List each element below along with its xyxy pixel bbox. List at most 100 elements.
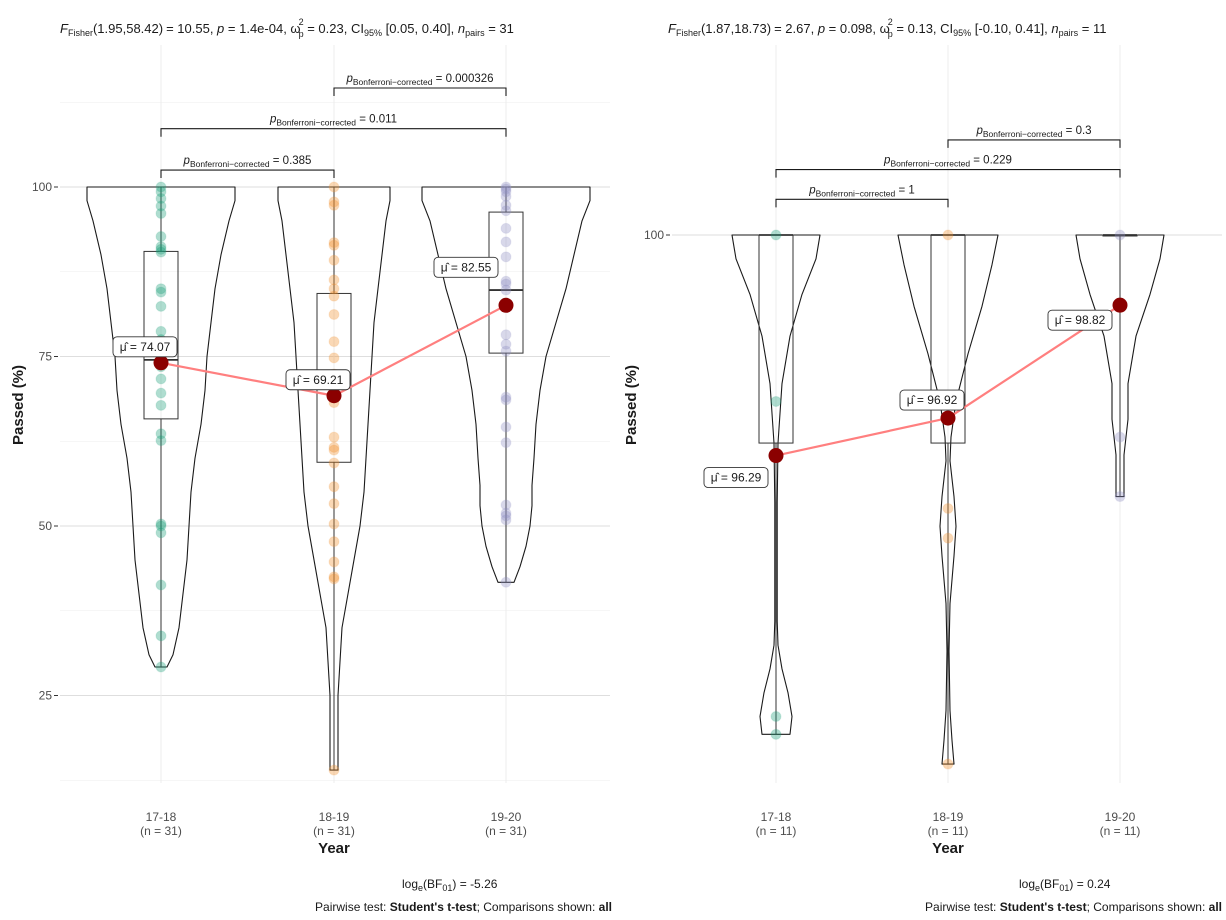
right-comparison-bracket-1 [775, 169, 1121, 178]
left-point-17-18-21 [155, 518, 167, 530]
right-x-tick-label-0: 17-18 [761, 810, 792, 824]
right-mean-label-17-18: μ̂ = 96.29 [703, 467, 769, 488]
panel-right-caption: Pairwise test: Student's t-test; Compari… [925, 900, 1222, 914]
panel-left-x-axis-title: Year [318, 840, 350, 857]
left-point-18-19-2 [328, 199, 340, 211]
right-point-19-20-1 [1114, 431, 1126, 443]
left-point-18-19-17 [328, 444, 340, 456]
left-point-18-19-22 [328, 536, 340, 548]
right-comparison-bracket-0 [775, 198, 949, 208]
left-comparison-bracket-1 [160, 128, 507, 137]
left-point-17-18-17 [155, 387, 167, 399]
right-comparison-label-0: pBonferroni−corrected = 1 [808, 184, 915, 198]
svg-text:μ̂ = 82.55: μ̂ = 82.55 [441, 260, 492, 274]
panel-right-x-ticks: 17-18(n = 11)18-19(n = 11)19-20(n = 11) [756, 810, 1141, 838]
left-point-17-18-8 [155, 246, 167, 258]
left-point-18-19-16 [328, 441, 340, 453]
panel-right-x-axis-title: Year [932, 840, 964, 857]
panel-right-subtitle: FFisher(1.87,18.73) = 2.67, p = 0.098, ω2… [668, 17, 1106, 39]
panel-right-comparisons: pBonferroni−corrected = 1 pBonferroni−cor… [775, 125, 1121, 208]
svg-text:μ̂ = 98.82: μ̂ = 98.82 [1055, 313, 1106, 327]
left-point-17-18-24 [155, 579, 167, 591]
right-point-18-19-2 [942, 532, 954, 544]
left-point-19-20-21 [500, 507, 512, 519]
panel-left-comparisons: pBonferroni−corrected = 0.385 pBonferroni… [160, 73, 507, 179]
left-mean-label-18-19: μ̂ = 69.21 [285, 369, 351, 391]
left-point-19-20-6 [500, 222, 512, 234]
left-point-18-19-6 [328, 274, 340, 286]
right-comparison-label-1: pBonferroni−corrected = 0.229 [883, 155, 1012, 169]
left-point-17-18-10 [155, 286, 167, 298]
left-point-19-20-24 [500, 576, 512, 588]
left-point-18-19-18 [328, 457, 340, 469]
panel-right-boxes [758, 234, 1138, 765]
left-point-17-18-1 [155, 186, 167, 198]
left-x-tick-label-2: 19-20 [491, 810, 522, 824]
left-comparison-bracket-2 [333, 87, 507, 97]
left-mean-connector-0 [160, 361, 335, 397]
right-point-17-18-0 [770, 229, 782, 241]
right-x-tick-n-1: (n = 11) [928, 824, 969, 838]
left-point-17-18-6 [155, 241, 167, 253]
panel-left-caption: Pairwise test: Student's t-test; Compari… [315, 900, 612, 914]
left-point-18-19-0 [328, 181, 340, 193]
right-point-17-18-2 [770, 711, 782, 722]
left-y-tick-label-3: 100 [32, 180, 52, 194]
left-x-tick-n-1: (n = 31) [313, 824, 355, 838]
left-point-19-20-8 [500, 251, 512, 263]
left-point-19-20-1 [500, 183, 512, 195]
left-point-18-19-25 [328, 573, 340, 585]
left-point-18-19-24 [328, 571, 340, 583]
right-point-18-19-0 [942, 229, 954, 241]
panel-left-points [155, 181, 512, 776]
left-point-19-20-18 [500, 421, 512, 433]
left-point-17-18-20 [155, 435, 167, 447]
right-mean-point-19-20 [1112, 297, 1128, 313]
left-point-18-19-3 [328, 237, 340, 249]
left-x-tick-label-0: 17-18 [146, 810, 177, 824]
left-point-19-20-5 [500, 205, 512, 217]
left-point-19-20-7 [500, 236, 512, 248]
left-x-tick-n-0: (n = 31) [140, 824, 182, 838]
panel-left-bayes-factor: loge(BF01) = -5.26 [402, 877, 498, 893]
svg-text:μ̂ = 96.92: μ̂ = 96.92 [907, 393, 958, 407]
left-comparison-label-2: pBonferroni−corrected = 0.000326 [345, 73, 493, 87]
left-point-17-18-9 [155, 283, 167, 295]
left-point-17-18-18 [155, 399, 167, 411]
right-x-tick-label-1: 18-19 [933, 810, 964, 824]
left-box-19-20 [488, 211, 524, 354]
panel-left-mean-labels: μ̂ = 74.07 μ̂ = 69.21 μ̂ = 82.55 [112, 256, 499, 391]
left-point-19-20-10 [500, 278, 512, 290]
panel-right-bayes-factor: loge(BF01) = 0.24 [1019, 877, 1111, 893]
left-point-17-18-4 [155, 207, 167, 219]
left-point-18-19-7 [328, 283, 340, 295]
left-mean-label-17-18: μ̂ = 74.07 [112, 336, 178, 358]
left-point-19-20-20 [500, 499, 512, 511]
left-point-19-20-11 [500, 284, 512, 296]
left-y-tick-label-1: 50 [39, 519, 53, 533]
left-point-19-20-15 [500, 345, 512, 357]
left-y-tick-label-0: 25 [39, 689, 53, 703]
left-point-19-20-4 [500, 199, 512, 211]
left-point-19-20-23 [500, 514, 512, 526]
left-point-19-20-17 [500, 394, 512, 406]
left-point-17-18-2 [155, 193, 167, 205]
left-point-18-19-23 [328, 556, 340, 568]
left-mean-label-19-20: μ̂ = 82.55 [433, 256, 499, 278]
left-mean-point-19-20 [498, 297, 514, 313]
left-point-17-18-19 [155, 428, 167, 440]
left-point-17-18-5 [155, 230, 167, 242]
panel-left-y-ticks: 25 50 75 100 [32, 180, 58, 703]
right-point-17-18-1 [770, 395, 782, 407]
right-point-18-19-1 [942, 502, 954, 514]
left-point-18-19-8 [328, 290, 340, 302]
right-x-tick-label-2: 19-20 [1105, 810, 1136, 824]
left-point-18-19-11 [328, 352, 340, 364]
left-point-18-19-19 [328, 481, 340, 493]
right-x-tick-n-2: (n = 11) [1100, 824, 1141, 838]
left-point-17-18-22 [155, 520, 167, 532]
right-x-tick-n-0: (n = 11) [756, 824, 797, 838]
right-mean-connector-0 [775, 417, 949, 457]
left-point-18-19-10 [328, 336, 340, 348]
left-point-19-20-22 [500, 510, 512, 522]
